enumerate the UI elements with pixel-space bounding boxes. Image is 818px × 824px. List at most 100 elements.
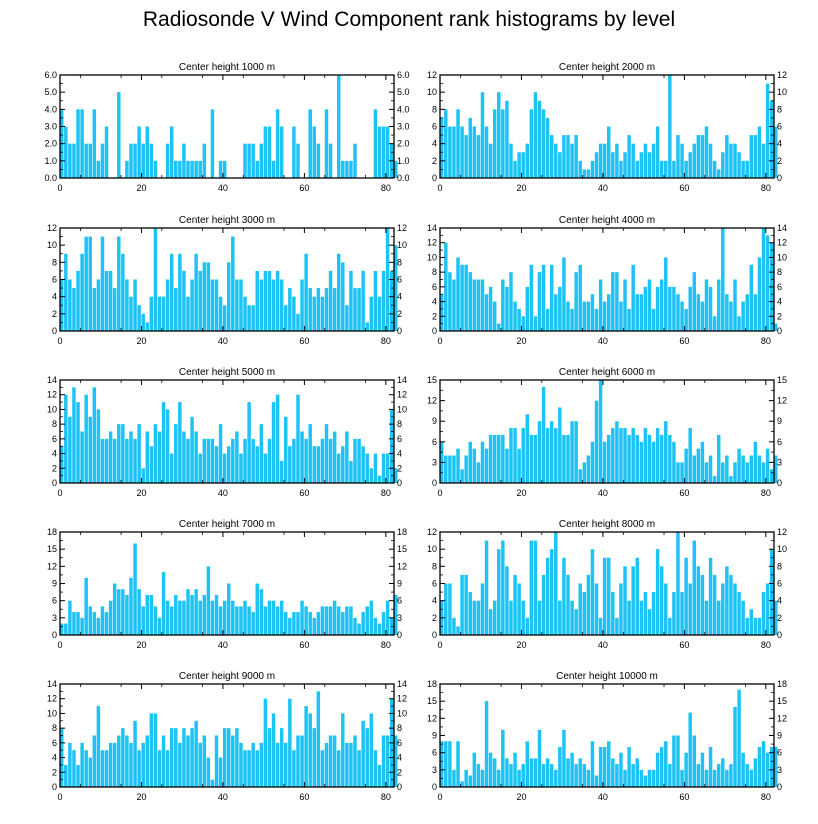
bar bbox=[76, 109, 80, 178]
bar bbox=[655, 549, 660, 635]
bar bbox=[611, 592, 615, 635]
bar bbox=[239, 742, 243, 787]
bar bbox=[448, 126, 452, 178]
bar bbox=[206, 566, 211, 635]
bar bbox=[737, 689, 741, 787]
bar bbox=[651, 769, 656, 787]
x-tick-label: 40 bbox=[218, 488, 228, 498]
y-tick-label: 3 bbox=[52, 613, 57, 623]
bar bbox=[263, 453, 268, 483]
bar bbox=[381, 270, 386, 331]
y-tick-label: 3.0 bbox=[44, 122, 57, 132]
bar bbox=[112, 438, 117, 483]
bar bbox=[308, 288, 312, 331]
bar bbox=[725, 769, 729, 787]
bar bbox=[239, 606, 243, 635]
bar bbox=[165, 750, 170, 787]
bar bbox=[218, 160, 223, 178]
bar bbox=[517, 448, 521, 483]
bar bbox=[492, 109, 497, 178]
x-tick-label: 80 bbox=[381, 488, 391, 498]
bar bbox=[125, 279, 129, 331]
bar bbox=[80, 109, 84, 178]
bar bbox=[373, 270, 378, 331]
bar bbox=[488, 609, 493, 635]
bar bbox=[472, 126, 477, 178]
bar bbox=[104, 270, 109, 331]
bar bbox=[566, 301, 570, 331]
y-tick-label: 12 bbox=[777, 527, 787, 537]
bar bbox=[341, 612, 345, 635]
bar bbox=[141, 606, 145, 635]
bar bbox=[125, 160, 129, 178]
y-tick-label: 6.0 bbox=[397, 70, 410, 80]
bar bbox=[745, 160, 749, 178]
bar bbox=[664, 160, 668, 178]
bar bbox=[300, 600, 304, 635]
bar bbox=[700, 301, 705, 331]
y-tick-label: 0 bbox=[777, 478, 782, 488]
bar bbox=[361, 612, 365, 635]
bar bbox=[708, 455, 713, 483]
bar bbox=[169, 126, 174, 178]
y-tick-label: 12 bbox=[427, 238, 437, 248]
bar bbox=[320, 296, 325, 331]
bar bbox=[488, 286, 493, 331]
bar bbox=[218, 424, 223, 483]
y-tick-label: 4 bbox=[397, 753, 402, 763]
bar bbox=[537, 100, 542, 178]
bar bbox=[484, 701, 489, 787]
bar bbox=[440, 117, 444, 178]
bar bbox=[161, 572, 166, 635]
bar bbox=[292, 438, 296, 483]
bar bbox=[145, 431, 150, 483]
bar bbox=[484, 294, 489, 331]
y-tick-label: 12 bbox=[397, 223, 407, 233]
bar bbox=[558, 746, 562, 787]
bar bbox=[385, 228, 390, 331]
x-tick-label: 60 bbox=[679, 640, 689, 650]
bar bbox=[737, 448, 741, 483]
bar bbox=[676, 135, 680, 178]
bar bbox=[68, 143, 72, 178]
y-tick-label: 8 bbox=[432, 104, 437, 114]
bar bbox=[607, 741, 611, 787]
bar bbox=[672, 735, 676, 787]
bar bbox=[492, 434, 497, 483]
bar bbox=[537, 421, 542, 483]
bar bbox=[178, 402, 182, 483]
bar bbox=[251, 143, 255, 178]
panel-title: Center height 1000 m bbox=[179, 62, 275, 73]
y-tick-label: 6 bbox=[777, 579, 782, 589]
bar bbox=[716, 279, 721, 331]
bar bbox=[635, 434, 639, 483]
bar bbox=[643, 143, 648, 178]
bar bbox=[456, 109, 460, 178]
bar bbox=[357, 623, 361, 635]
bar bbox=[745, 764, 749, 787]
bar bbox=[394, 160, 398, 178]
x-tick-label: 20 bbox=[516, 640, 526, 650]
bar bbox=[194, 160, 198, 178]
bar bbox=[492, 600, 497, 635]
bar bbox=[700, 441, 705, 483]
bar bbox=[60, 446, 64, 483]
bar bbox=[222, 305, 227, 331]
bar bbox=[680, 301, 684, 331]
bar bbox=[84, 394, 88, 483]
bar bbox=[284, 612, 288, 635]
y-tick-label: 0 bbox=[397, 326, 402, 336]
y-tick-label: 3 bbox=[432, 457, 437, 467]
bar bbox=[692, 143, 697, 178]
bar bbox=[676, 462, 680, 483]
bar bbox=[267, 270, 272, 331]
bar bbox=[190, 594, 194, 635]
x-tick-label: 20 bbox=[516, 183, 526, 193]
y-tick-label: 2 bbox=[52, 309, 57, 319]
x-tick-label: 20 bbox=[516, 336, 526, 346]
bar bbox=[365, 728, 369, 787]
bar bbox=[161, 296, 166, 331]
bar bbox=[643, 775, 648, 787]
